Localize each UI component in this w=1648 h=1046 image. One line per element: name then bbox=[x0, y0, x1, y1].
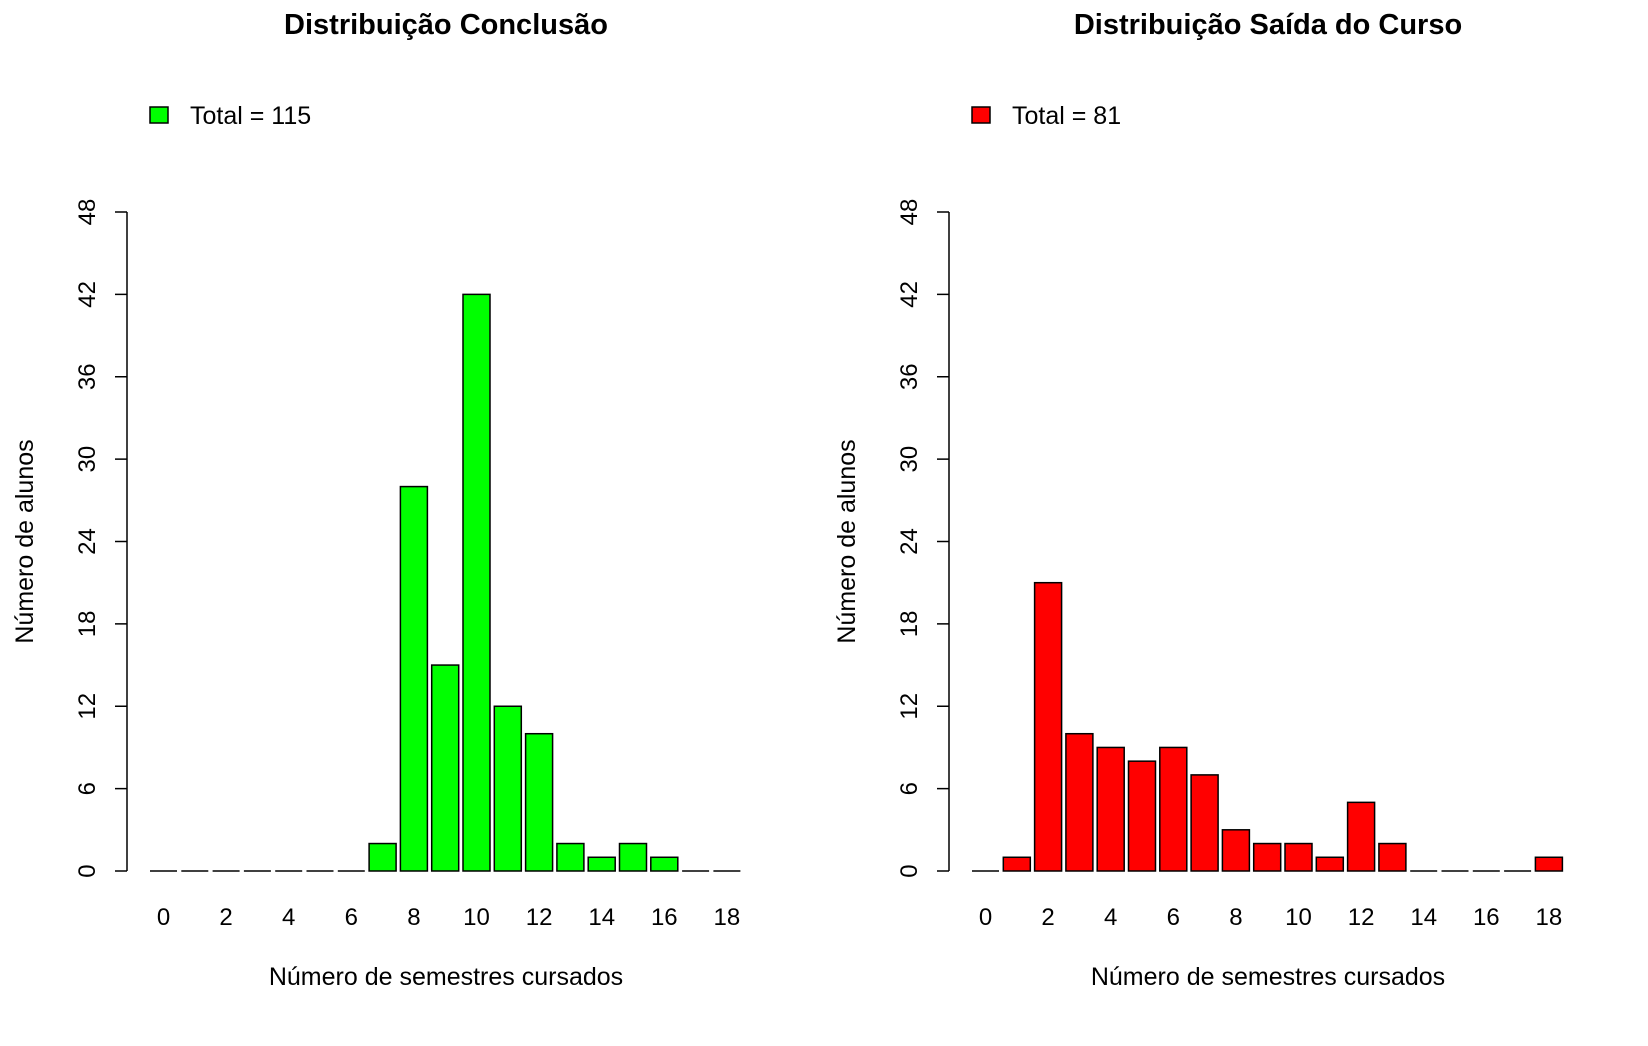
x-tick-label: 16 bbox=[1473, 904, 1500, 931]
bar-7 bbox=[368, 842, 397, 872]
y-tick-label: 0 bbox=[74, 864, 101, 877]
x-tick-label: 18 bbox=[714, 904, 741, 931]
bar-11 bbox=[1315, 856, 1345, 872]
bar-6 bbox=[1159, 746, 1188, 872]
x-tick-label: 14 bbox=[1410, 904, 1437, 931]
chart-title: Distribuição Conclusão bbox=[284, 9, 608, 41]
chart-title: Distribuição Saída do Curso bbox=[1074, 9, 1462, 41]
y-tick-label: 6 bbox=[896, 782, 923, 795]
bar-15 bbox=[618, 842, 648, 872]
bar-8 bbox=[399, 485, 429, 872]
y-tick-label: 12 bbox=[896, 693, 923, 720]
x-tick-label: 2 bbox=[219, 904, 232, 931]
y-tick-label: 12 bbox=[74, 693, 101, 720]
y-tick-label: 18 bbox=[74, 611, 101, 638]
bar-13 bbox=[1378, 842, 1407, 872]
bar-5 bbox=[1127, 760, 1157, 872]
x-tick-label: 10 bbox=[1285, 904, 1312, 931]
y-tick-label: 24 bbox=[74, 528, 101, 555]
bar-18 bbox=[1534, 856, 1564, 872]
x-tick-label: 14 bbox=[588, 904, 615, 931]
bar-3 bbox=[1065, 732, 1094, 872]
chart-panel-1: Distribuição Conclusão Total = 115 0 6 12 18 2… bbox=[11, 9, 741, 991]
y-tick-label: 24 bbox=[896, 528, 923, 555]
bar-4 bbox=[1096, 746, 1125, 872]
bar-9 bbox=[1252, 842, 1282, 872]
bar-13 bbox=[556, 842, 585, 872]
x-tick-label: 6 bbox=[345, 904, 358, 931]
y-axis-title: Número de alunos bbox=[11, 439, 39, 643]
x-tick-label: 12 bbox=[1348, 904, 1375, 931]
x-tick-label: 6 bbox=[1167, 904, 1180, 931]
bar-8 bbox=[1221, 829, 1251, 872]
bar-2 bbox=[1033, 581, 1063, 872]
y-tick-label: 18 bbox=[896, 611, 923, 638]
bar-9 bbox=[430, 664, 460, 872]
bar-14 bbox=[587, 856, 616, 872]
y-tick-label: 30 bbox=[896, 446, 923, 473]
x-tick-label: 10 bbox=[463, 904, 490, 931]
bar-10 bbox=[462, 293, 491, 872]
bar-11 bbox=[493, 705, 523, 872]
x-tick-label: 4 bbox=[1104, 904, 1117, 931]
legend-label: Total = 81 bbox=[1012, 102, 1121, 130]
bar-1 bbox=[1002, 856, 1032, 872]
y-tick-label: 36 bbox=[896, 363, 923, 390]
x-tick-label: 0 bbox=[157, 904, 170, 931]
x-tick-label: 2 bbox=[1041, 904, 1054, 931]
y-tick-label: 42 bbox=[74, 281, 101, 308]
legend-swatch bbox=[149, 106, 169, 124]
bar-12 bbox=[524, 732, 554, 872]
x-tick-label: 18 bbox=[1536, 904, 1563, 931]
x-tick-label: 4 bbox=[282, 904, 295, 931]
x-tick-label: 8 bbox=[407, 904, 420, 931]
y-tick-label: 48 bbox=[74, 199, 101, 226]
x-tick-label: 0 bbox=[979, 904, 992, 931]
y-tick-label: 0 bbox=[896, 864, 923, 877]
y-tick-label: 42 bbox=[896, 281, 923, 308]
bar-12 bbox=[1346, 801, 1376, 872]
bar-10 bbox=[1284, 842, 1313, 872]
y-axis-title: Número de alunos bbox=[833, 439, 861, 643]
x-tick-label: 16 bbox=[651, 904, 678, 931]
x-tick-label: 12 bbox=[526, 904, 553, 931]
legend-label: Total = 115 bbox=[190, 102, 311, 130]
x-tick-label: 8 bbox=[1229, 904, 1242, 931]
bar-7 bbox=[1190, 774, 1219, 872]
y-tick-label: 30 bbox=[74, 446, 101, 473]
y-tick-label: 36 bbox=[74, 363, 101, 390]
y-tick-label: 48 bbox=[896, 199, 923, 226]
bar-16 bbox=[650, 856, 679, 872]
chart-panel-2: Distribuição Saída do Curso Total = 81 0 6 1… bbox=[833, 9, 1564, 991]
x-axis-title: Número de semestres cursados bbox=[269, 963, 623, 991]
x-axis-title: Número de semestres cursados bbox=[1091, 963, 1445, 991]
y-tick-label: 6 bbox=[74, 782, 101, 795]
legend-swatch bbox=[971, 106, 991, 124]
